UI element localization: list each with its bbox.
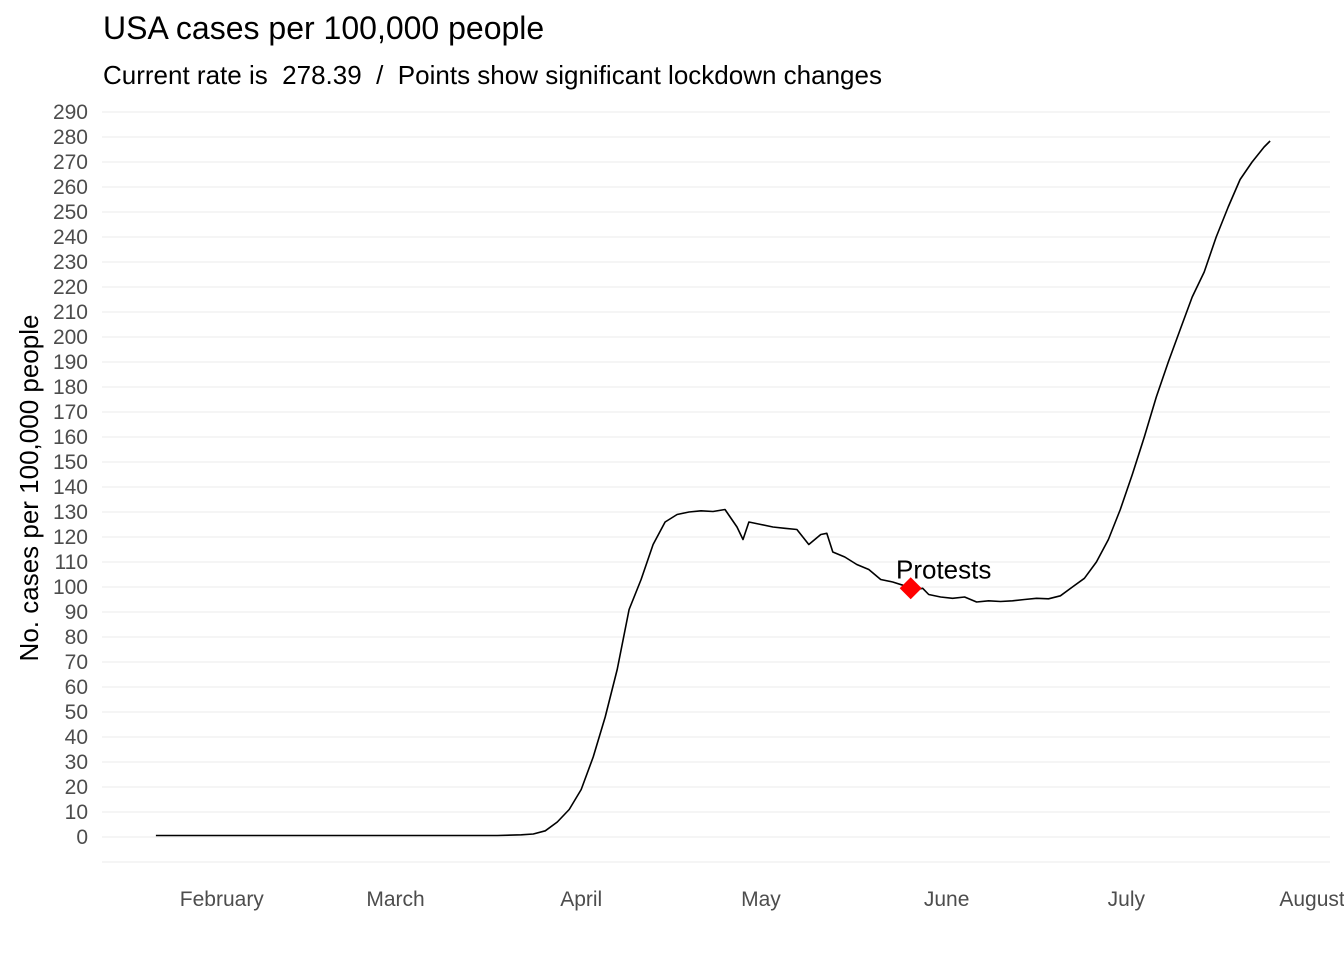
- chart-title: USA cases per 100,000 people: [103, 10, 545, 46]
- y-tick-label: 150: [53, 451, 88, 474]
- y-tick-label: 70: [65, 651, 88, 674]
- x-tick-label: July: [1108, 888, 1146, 911]
- y-tick-label: 130: [53, 501, 88, 524]
- y-tick-label: 230: [53, 251, 88, 274]
- y-tick-label: 200: [53, 326, 88, 349]
- x-tick-label: May: [741, 888, 781, 911]
- x-tick-label: June: [924, 888, 970, 911]
- y-tick-label: 270: [53, 151, 88, 174]
- y-tick-label: 260: [53, 176, 88, 199]
- y-tick-label: 160: [53, 426, 88, 449]
- y-tick-label: 30: [65, 751, 88, 774]
- series-lines: [155, 140, 1271, 837]
- x-tick-label: April: [560, 888, 602, 911]
- y-tick-label: 60: [65, 676, 88, 699]
- y-tick-label: 290: [53, 101, 88, 124]
- annotation-marker: [899, 577, 922, 600]
- y-tick-label: 40: [65, 726, 88, 749]
- series-line: [155, 140, 1271, 837]
- y-tick-label: 140: [53, 476, 88, 499]
- y-tick-label: 210: [53, 301, 88, 324]
- y-tick-label: 170: [53, 401, 88, 424]
- y-axis-ticks: 0102030405060708090100110120130140150160…: [53, 101, 88, 849]
- y-tick-label: 110: [55, 551, 88, 574]
- y-tick-label: 80: [65, 626, 88, 649]
- y-tick-label: 50: [65, 701, 88, 724]
- y-tick-label: 180: [53, 376, 88, 399]
- x-axis-ticks: February March April May June July August: [180, 888, 1344, 911]
- y-axis-label: No. cases per 100,000 people: [14, 315, 44, 662]
- y-tick-label: 240: [53, 226, 88, 249]
- y-tick-label: 250: [53, 201, 88, 224]
- y-tick-label: 20: [65, 776, 88, 799]
- y-tick-label: 0: [76, 826, 88, 849]
- annotation-label: Protests: [896, 554, 991, 584]
- y-tick-label: 220: [53, 276, 88, 299]
- x-tick-label: August: [1279, 888, 1344, 911]
- x-tick-label: February: [180, 888, 265, 911]
- y-tick-label: 280: [53, 126, 88, 149]
- y-tick-label: 120: [53, 526, 88, 549]
- gridlines: [102, 111, 1330, 863]
- x-tick-label: March: [366, 888, 424, 911]
- y-tick-label: 190: [53, 351, 88, 374]
- annotations: Protests: [896, 554, 991, 600]
- chart-subtitle: Current rate is 278.39 / Points show sig…: [103, 60, 882, 90]
- y-tick-label: 90: [65, 601, 88, 624]
- y-tick-label: 100: [53, 576, 88, 599]
- y-tick-label: 10: [65, 801, 88, 824]
